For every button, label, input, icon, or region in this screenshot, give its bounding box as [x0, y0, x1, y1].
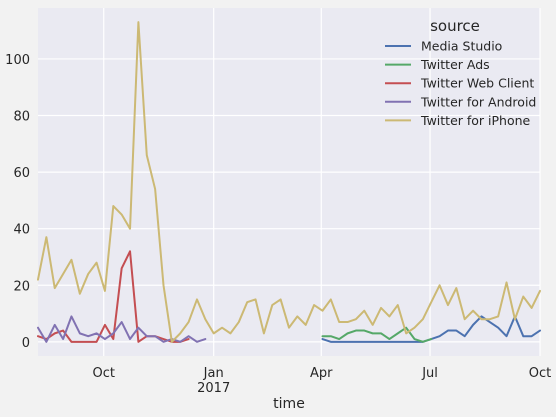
grid [38, 8, 541, 356]
legend-entry: Twitter Web Client [420, 76, 534, 91]
x-tick-label: Jan [203, 366, 224, 381]
series-line [37, 315, 207, 343]
y-tick-label: 100 [5, 53, 30, 68]
x-tick-sublabel: 2017 [197, 381, 230, 396]
x-tick-label: Jul [421, 366, 438, 381]
legend-entry: Twitter for Android [420, 94, 536, 109]
legend-entry: Twitter Ads [420, 57, 490, 72]
legend-title: source [430, 17, 480, 35]
legend: source Media Studio Twitter Ads Twitter We… [385, 17, 536, 128]
plot-background [38, 8, 540, 356]
y-tick-label: 80 [13, 110, 30, 125]
x-tick-label: Oct [92, 366, 114, 381]
y-tick-label: 40 [13, 223, 30, 238]
y-tick-label: 20 [13, 279, 30, 294]
legend-entry: Twitter for iPhone [420, 113, 531, 128]
series-lines [37, 21, 541, 343]
series-line [37, 250, 190, 343]
legend-entry: Media Studio [421, 39, 502, 54]
y-tick-label: 60 [13, 166, 30, 181]
series-line [321, 326, 433, 343]
series-line [37, 21, 541, 343]
x-axis-label: time [273, 396, 305, 412]
y-tick-label: 0 [22, 336, 30, 351]
x-tick-label: Oct [529, 366, 551, 381]
x-tick-label: Apr [310, 366, 333, 381]
y-tick-labels: 0 20 40 60 80 100 [5, 53, 30, 351]
